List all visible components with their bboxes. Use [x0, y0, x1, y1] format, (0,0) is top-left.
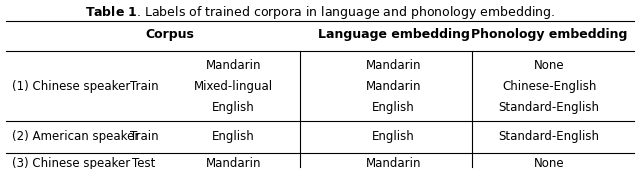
Text: Mandarin: Mandarin [366, 157, 421, 169]
Text: Mixed-lingual: Mixed-lingual [194, 80, 273, 93]
Text: $\bf{Table\ 1}$. Labels of trained corpora in language and phonology embedding.: $\bf{Table\ 1}$. Labels of trained corpo… [85, 4, 555, 21]
Text: Mandarin: Mandarin [206, 157, 261, 169]
Text: Mandarin: Mandarin [206, 59, 261, 71]
Text: None: None [534, 157, 564, 169]
Text: English: English [212, 101, 255, 114]
Text: Chinese-English: Chinese-English [502, 80, 596, 93]
Text: English: English [372, 101, 415, 114]
Text: (1) Chinese speaker: (1) Chinese speaker [12, 80, 130, 93]
Text: Train: Train [130, 130, 158, 143]
Text: Standard-English: Standard-English [499, 130, 600, 143]
Text: Mandarin: Mandarin [366, 59, 421, 71]
Text: Language embedding: Language embedding [317, 28, 470, 41]
Text: Test: Test [132, 157, 156, 169]
Text: None: None [534, 59, 564, 71]
Text: Phonology embedding: Phonology embedding [471, 28, 627, 41]
Text: English: English [212, 130, 255, 143]
Text: Corpus: Corpus [145, 28, 194, 41]
Text: Standard-English: Standard-English [499, 101, 600, 114]
Text: (2) American speaker: (2) American speaker [12, 130, 139, 143]
Text: Train: Train [130, 80, 158, 93]
Text: English: English [372, 130, 415, 143]
Text: Mandarin: Mandarin [366, 80, 421, 93]
Text: (3) Chinese speaker: (3) Chinese speaker [12, 157, 130, 169]
